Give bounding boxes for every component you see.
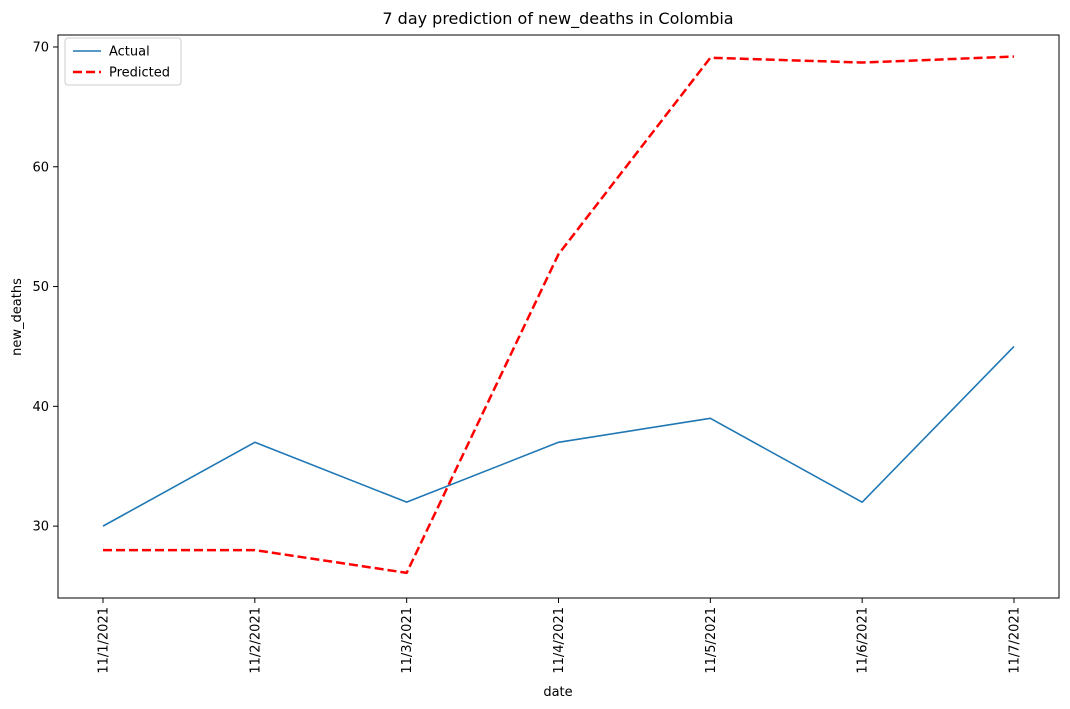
y-tick-label: 60 [32,160,49,175]
x-tick-label: 11/4/2021 [552,607,567,674]
legend-label-actual: Actual [109,45,150,60]
x-tick-label: 11/6/2021 [856,607,871,674]
legend-label-predicted: Predicted [109,66,170,81]
y-tick-label: 40 [32,400,49,415]
y-tick-label: 50 [32,280,49,295]
x-tick-label: 11/3/2021 [400,607,415,674]
x-tick-label: 11/1/2021 [97,607,112,674]
series-line-predicted [103,55,1015,575]
y-axis-label: new_deaths [10,278,25,356]
legend: Actual Predicted [64,37,182,86]
x-tick-label: 11/7/2021 [1008,607,1023,674]
x-tick-label: 11/5/2021 [704,607,719,674]
y-tick-label: 70 [32,40,49,55]
y-tick-label: 30 [32,520,49,535]
series-line-actual [102,345,1015,527]
x-axis-label: date [543,685,572,700]
chart-title: 7 day prediction of new_deaths in Colomb… [382,9,733,29]
plot-area: 30 40 50 60 70 11/1/2021 11/2/2021 11/3/2021 11/… [32,34,1060,674]
x-tick-label: 11/2/2021 [248,607,263,674]
